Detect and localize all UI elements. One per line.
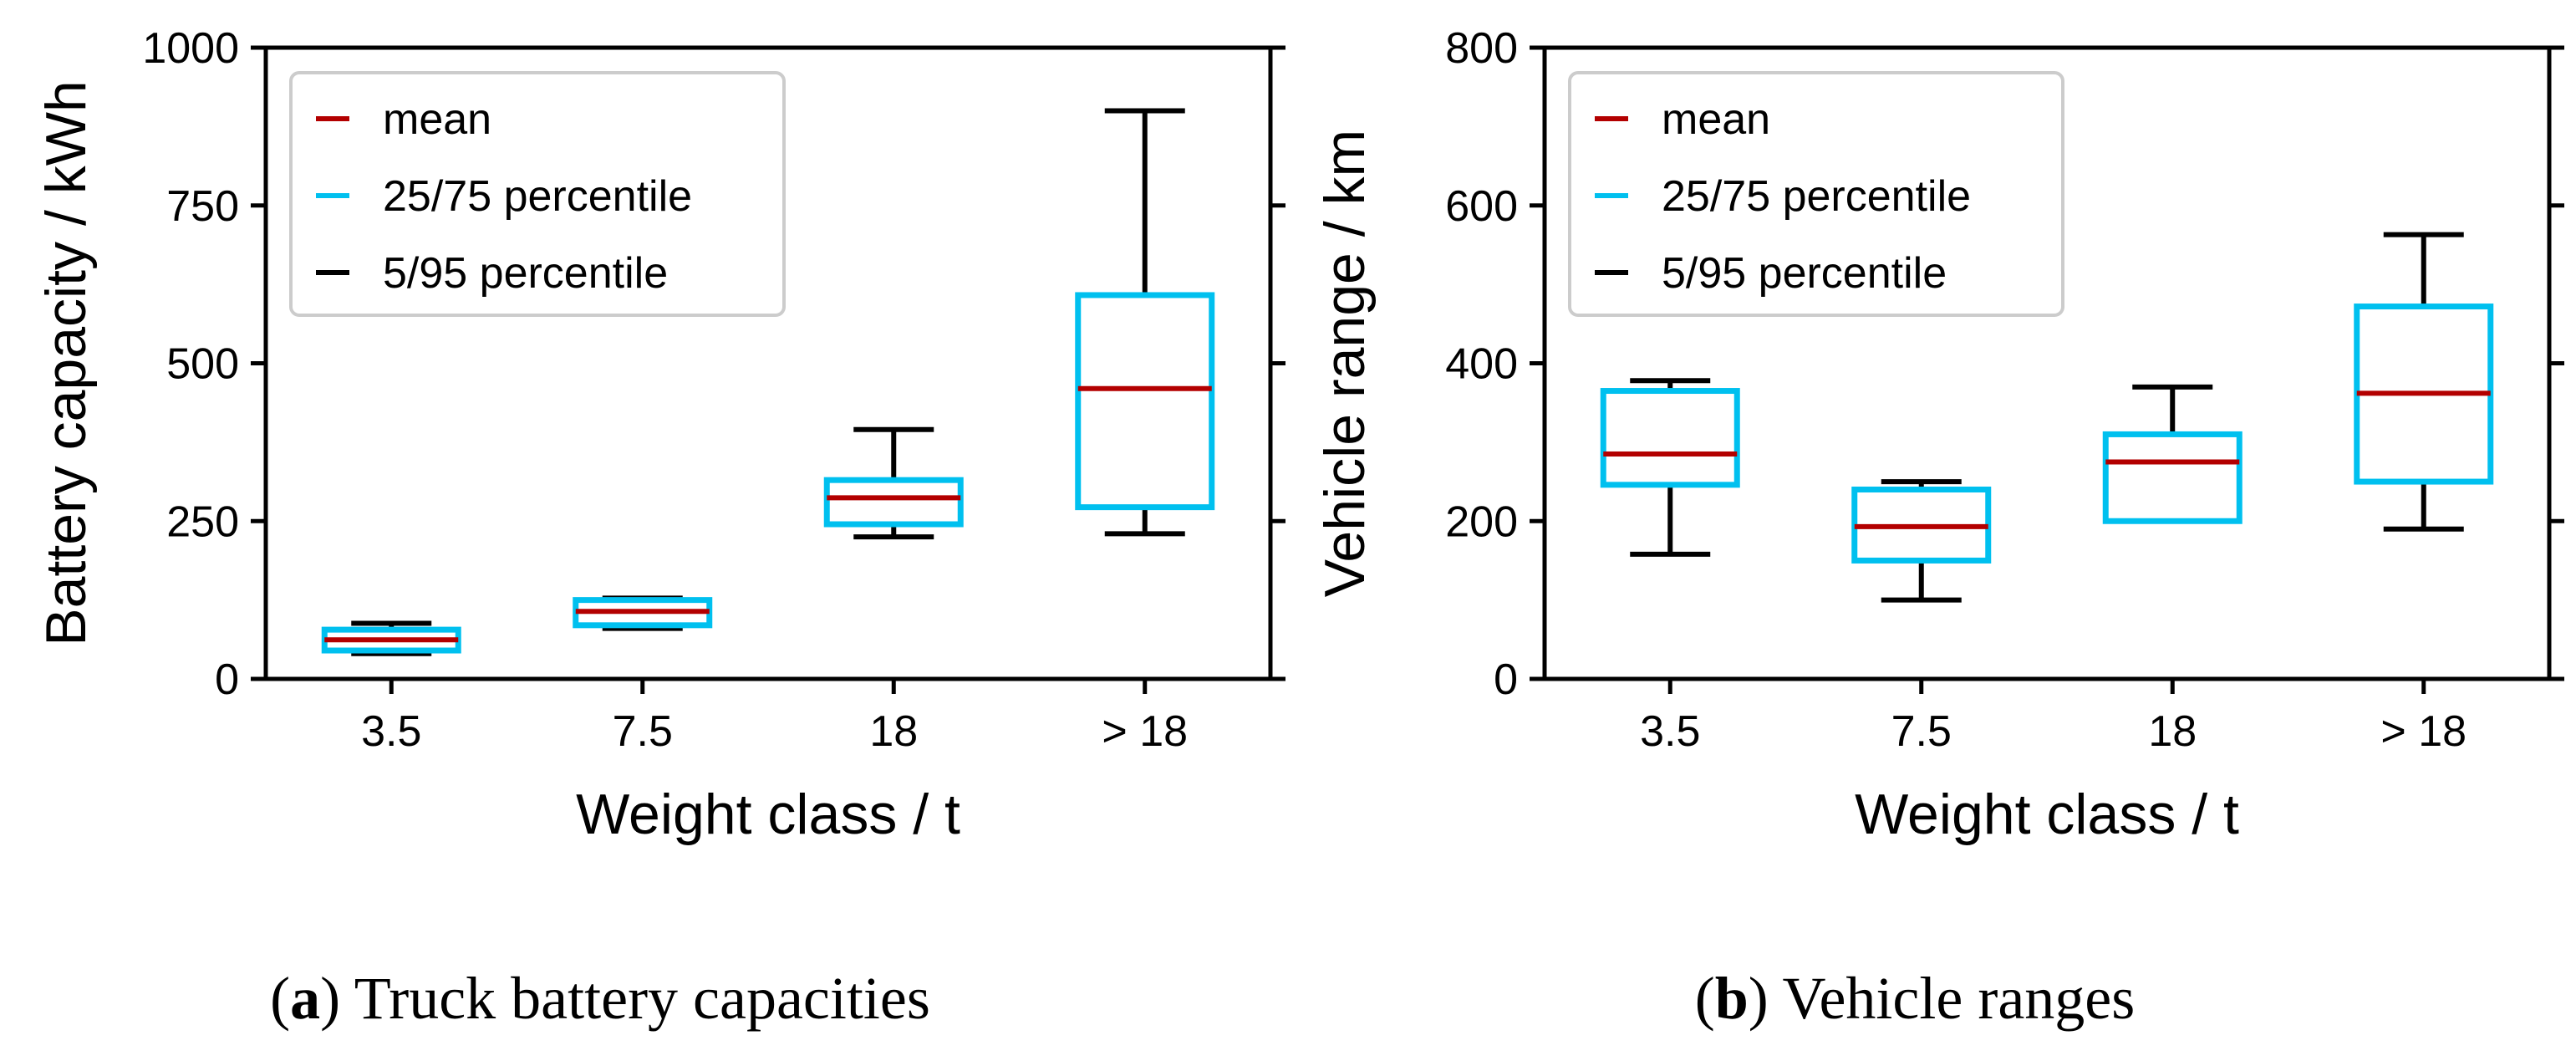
box-plot-2 [573, 595, 713, 631]
caption-text: ) Vehicle ranges [1749, 965, 2135, 1032]
caption-text: ) Truck battery capacities [320, 965, 930, 1032]
caption-paren: ( [270, 965, 290, 1032]
chart-panel-b: 0 200 400 600 800 3.5 7.5 18 > 18 mean 25/75 perce… [1313, 24, 2564, 1032]
y-axis-label: Battery capacity / kWh [34, 80, 98, 645]
y-tick-label: 400 [1445, 340, 1518, 389]
box-plot-4 [2354, 232, 2494, 532]
x-tick-label: 7.5 [613, 707, 673, 756]
box-plot-1 [321, 620, 461, 656]
plot-frame [263, 45, 1273, 681]
legend: mean 25/75 percentile 5/95 percentile [1568, 71, 2064, 317]
y-tick-label: 0 [1494, 655, 1518, 704]
box-plot-2 [1851, 479, 1992, 603]
legend-entry: 25/75 percentile [1662, 172, 1971, 221]
y-tick-label: 750 [166, 182, 239, 231]
legend-entry: mean [1662, 95, 1770, 144]
x-axis-label: Weight class / t [576, 783, 960, 846]
box-plot-4 [1075, 108, 1215, 537]
chart-panel-a: 0 250 500 750 1000 3.5 7.5 18 > 18 mean 25/75 perc… [34, 24, 1285, 1032]
x-tick-label: > 18 [1102, 707, 1188, 756]
box-plot-3 [2102, 384, 2243, 524]
y-axis-label: Vehicle range / km [1313, 130, 1377, 597]
caption-letter: a [290, 965, 320, 1032]
y-tick-label: 600 [1445, 182, 1518, 231]
legend: mean 25/75 percentile 5/95 percentile [289, 71, 786, 317]
legend-entry: 25/75 percentile [383, 172, 692, 221]
caption: (a) Truck battery capacities [270, 965, 930, 1032]
y-tick-label: 800 [1445, 24, 1518, 73]
legend-entry: 5/95 percentile [383, 249, 668, 298]
x-tick-label: 18 [2148, 707, 2197, 756]
caption-letter: b [1715, 965, 1749, 1032]
x-tick-label: 3.5 [1640, 707, 1700, 756]
y-tick-label: 500 [166, 340, 239, 389]
y-tick-label: 0 [215, 655, 239, 704]
y-tick-label: 200 [1445, 497, 1518, 546]
quartile-box [2102, 431, 2243, 524]
y-tick-label: 1000 [142, 24, 239, 73]
legend-entry: mean [383, 95, 491, 144]
legend-entry: 5/95 percentile [1662, 249, 1947, 298]
quartile-box [1600, 388, 1740, 488]
legend-box [289, 71, 786, 317]
box-plot-3 [823, 426, 964, 540]
x-tick-label: 3.5 [361, 707, 421, 756]
plot-frame [1542, 45, 2552, 681]
x-tick-label: 7.5 [1891, 707, 1952, 756]
caption-paren: ( [1695, 965, 1715, 1032]
x-tick-label: > 18 [2380, 707, 2467, 756]
quartile-box [823, 477, 964, 528]
y-tick-label: 250 [166, 497, 239, 546]
box-plot-1 [1600, 378, 1740, 557]
caption: (b) Vehicle ranges [1695, 965, 2136, 1032]
x-tick-label: 18 [869, 707, 918, 756]
quartile-box [1075, 292, 1215, 511]
legend-box [1568, 71, 2064, 317]
x-axis-label: Weight class / t [1855, 783, 2239, 846]
